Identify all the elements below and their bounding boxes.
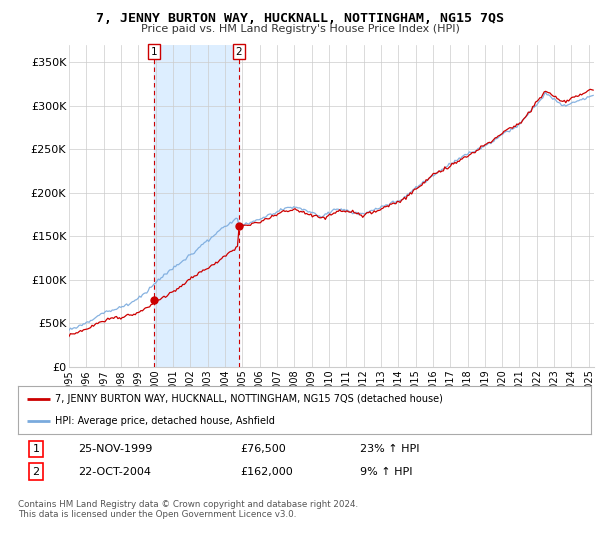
Text: £162,000: £162,000 <box>240 466 293 477</box>
Text: 2: 2 <box>235 47 242 57</box>
Text: 2: 2 <box>32 466 40 477</box>
Bar <box>154 45 239 367</box>
Text: 1: 1 <box>32 444 40 454</box>
Text: £76,500: £76,500 <box>240 444 286 454</box>
Text: 22-OCT-2004: 22-OCT-2004 <box>78 466 151 477</box>
Text: 25-NOV-1999: 25-NOV-1999 <box>78 444 152 454</box>
Text: HPI: Average price, detached house, Ashfield: HPI: Average price, detached house, Ashf… <box>55 416 275 426</box>
Text: 1: 1 <box>151 47 157 57</box>
Text: Price paid vs. HM Land Registry's House Price Index (HPI): Price paid vs. HM Land Registry's House … <box>140 24 460 34</box>
Text: 9% ↑ HPI: 9% ↑ HPI <box>360 466 413 477</box>
Text: Contains HM Land Registry data © Crown copyright and database right 2024.
This d: Contains HM Land Registry data © Crown c… <box>18 500 358 519</box>
Text: 7, JENNY BURTON WAY, HUCKNALL, NOTTINGHAM, NG15 7QS: 7, JENNY BURTON WAY, HUCKNALL, NOTTINGHA… <box>96 12 504 25</box>
Text: 23% ↑ HPI: 23% ↑ HPI <box>360 444 419 454</box>
Text: 7, JENNY BURTON WAY, HUCKNALL, NOTTINGHAM, NG15 7QS (detached house): 7, JENNY BURTON WAY, HUCKNALL, NOTTINGHA… <box>55 394 443 404</box>
